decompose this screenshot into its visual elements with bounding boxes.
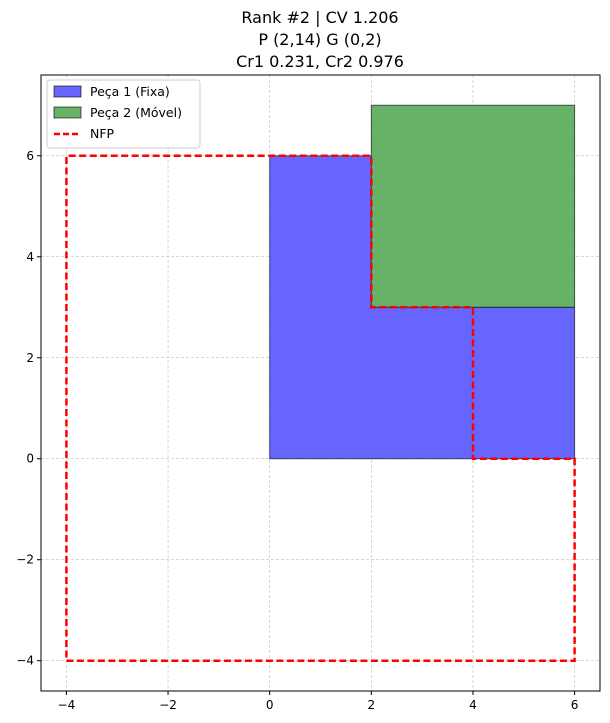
x-tick-label: 0 — [266, 698, 274, 712]
y-tick-label: −2 — [16, 553, 34, 567]
y-tick-label: −4 — [16, 654, 34, 668]
x-tick-label: −4 — [58, 698, 76, 712]
plot-frame — [40, 74, 601, 692]
x-tick-label: 4 — [469, 698, 477, 712]
plot-series — [65, 104, 576, 662]
x-axis: −4 −2 0 2 4 6 — [58, 691, 579, 712]
legend: Peça 1 (Fixa) Peça 2 (Móvel) NFP — [46, 79, 201, 149]
series-2-polygon — [370, 104, 576, 308]
legend-label-nfp: NFP — [90, 126, 115, 141]
x-tick-label: −2 — [159, 698, 177, 712]
chart-title-line-3: Cr1 0.231, Cr2 0.976 — [236, 52, 404, 71]
legend-swatch-piece-1 — [53, 85, 82, 98]
series-nfp-outline — [65, 154, 576, 662]
legend-swatch-piece-2 — [53, 106, 82, 119]
x-tick-label: 6 — [571, 698, 579, 712]
chart-title-line-2: P (2,14) G (0,2) — [258, 30, 381, 49]
chart-title: Rank #2 | CV 1.206 P (2,14) G (0,2) Cr1 … — [236, 8, 404, 71]
x-tick-label: 2 — [367, 698, 375, 712]
y-tick-label: 0 — [26, 452, 34, 466]
legend-label-piece-2: Peça 2 (Móvel) — [90, 105, 182, 120]
y-tick-label: 6 — [26, 149, 34, 163]
y-tick-label: 2 — [26, 351, 34, 365]
y-tick-label: 4 — [26, 250, 34, 264]
chart-title-line-1: Rank #2 | CV 1.206 — [241, 8, 398, 27]
legend-label-piece-1: Peça 1 (Fixa) — [90, 84, 170, 99]
legend-frame — [46, 79, 201, 149]
y-axis: −4 −2 0 2 4 6 — [16, 149, 41, 668]
